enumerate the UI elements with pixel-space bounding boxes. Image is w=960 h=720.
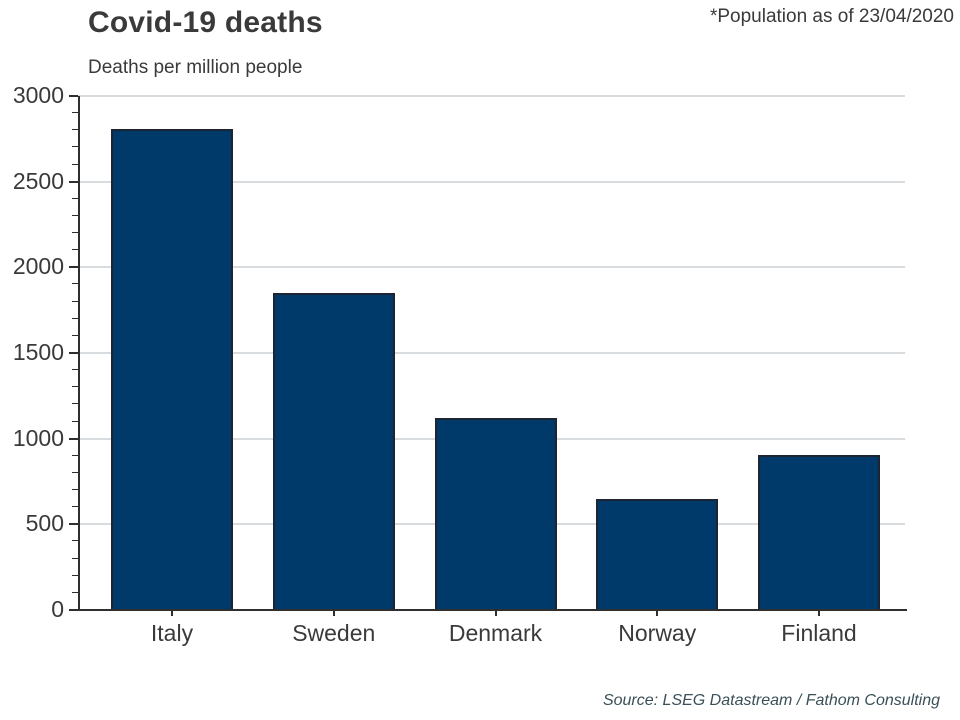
chart-source: Source: LSEG Datastream / Fathom Consult…	[602, 692, 940, 709]
y-minor-tick-700	[72, 489, 78, 491]
y-minor-tick-1100	[72, 420, 78, 422]
gridline-2500	[78, 180, 905, 183]
x-tick-denmark	[494, 610, 497, 616]
y-minor-tick-1900	[72, 283, 78, 285]
y-label-2000: 2000	[12, 253, 64, 280]
x-label-italy: Italy	[150, 620, 194, 646]
x-tick-italy	[171, 610, 173, 616]
y-minor-tick-200	[72, 574, 78, 576]
bar-sweden	[272, 293, 395, 610]
x-tick-norway	[656, 610, 659, 616]
x-tick-sweden	[332, 610, 335, 616]
y-minor-tick-1800	[72, 300, 78, 302]
y-label-2500: 2500	[12, 167, 64, 194]
y-axis-line	[78, 96, 80, 610]
y-label-1500: 1500	[12, 339, 64, 365]
y-minor-tick-2800	[72, 129, 78, 131]
y-minor-tick-1300	[72, 386, 78, 388]
bar-finland	[758, 454, 880, 610]
y-tick-0	[69, 609, 78, 611]
y-tick-1500	[69, 352, 78, 354]
chart-note: *Population as of 23/04/2020	[709, 6, 954, 27]
x-label-sweden: Sweden	[292, 620, 376, 646]
chart-title: Covid-19 deaths	[88, 6, 323, 39]
y-tick-2500	[69, 180, 78, 183]
y-tick-500	[69, 523, 78, 526]
y-minor-tick-800	[72, 471, 78, 473]
bar-denmark	[434, 418, 557, 610]
x-label-norway: Norway	[618, 620, 697, 646]
y-minor-tick-900	[72, 454, 78, 456]
y-minor-tick-1600	[72, 334, 78, 336]
y-label-1000: 1000	[12, 424, 64, 451]
y-tick-1000	[69, 437, 78, 440]
y-minor-tick-2900	[72, 112, 78, 114]
y-minor-tick-100	[72, 591, 78, 593]
y-minor-tick-400	[72, 540, 78, 542]
y-tick-2000	[69, 266, 78, 269]
y-minor-tick-300	[72, 557, 78, 559]
y-minor-tick-2300	[72, 214, 78, 216]
y-minor-tick-1700	[72, 317, 78, 319]
y-label-0: 0	[51, 596, 64, 622]
x-tick-finland	[818, 610, 820, 616]
bar-italy	[111, 129, 233, 610]
y-minor-tick-2700	[72, 146, 78, 148]
y-tick-3000	[69, 95, 78, 97]
y-minor-tick-2600	[72, 163, 78, 165]
chart-subtitle: Deaths per million people	[88, 57, 303, 78]
x-label-denmark: Denmark	[448, 620, 543, 646]
y-minor-tick-2400	[72, 197, 78, 199]
y-minor-tick-1400	[72, 369, 78, 371]
x-axis-line	[78, 609, 907, 611]
bar-norway	[596, 498, 719, 610]
y-minor-tick-2200	[72, 232, 78, 234]
y-label-500: 500	[25, 510, 64, 537]
y-label-3000: 3000	[12, 82, 64, 108]
x-label-finland: Finland	[781, 620, 857, 646]
y-minor-tick-600	[72, 506, 78, 508]
gridline-2000	[78, 266, 905, 269]
y-minor-tick-1200	[72, 403, 78, 405]
gridline-1500	[78, 352, 905, 354]
y-minor-tick-2100	[72, 249, 78, 251]
gridline-3000	[78, 95, 905, 97]
